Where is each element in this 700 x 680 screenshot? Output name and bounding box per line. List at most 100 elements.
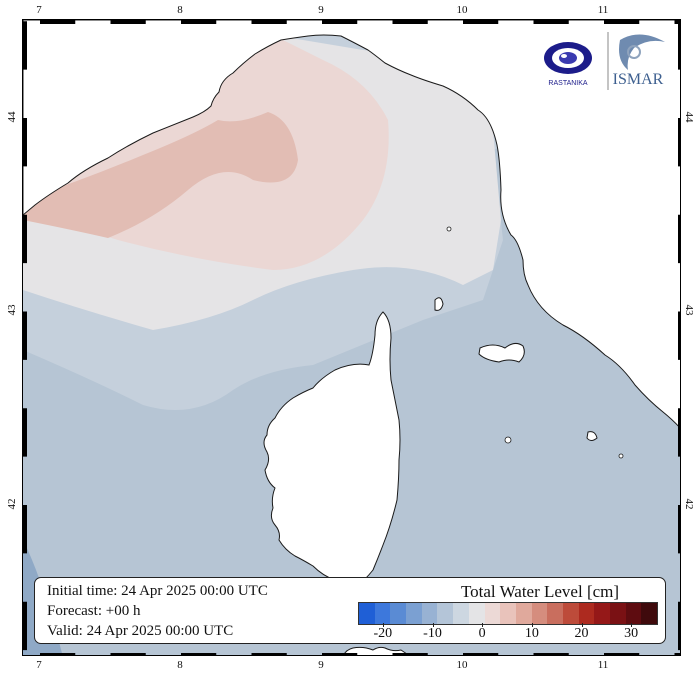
frame-checker-bottom: [40, 653, 76, 655]
rastanika-logo-text: RASTANIKA: [548, 80, 587, 87]
frame-checker-bottom: [392, 653, 428, 655]
island-montecristo: [504, 436, 512, 444]
frame-checker-top: [674, 20, 680, 24]
colorbar-swatch: [641, 603, 658, 624]
colorbar-tick-mark: [382, 623, 384, 627]
colorbar-tick-label: 0: [478, 626, 486, 641]
colorbar-swatch: [390, 603, 407, 624]
frame-checker-right: [678, 118, 680, 167]
frame-checker-left: [23, 118, 27, 167]
lat-tick-right-43: 43: [683, 304, 695, 316]
valid-time-text: Valid: 24 Apr 2025 00:00 UTC: [47, 623, 234, 639]
logo-group: RASTANIKA ISMAR: [530, 30, 670, 92]
colorbar-swatch: [625, 603, 642, 624]
colorbar-tick-label: 20: [574, 626, 589, 641]
frame-checker-left: [23, 21, 27, 70]
legend-title: Total Water Level [cm]: [460, 582, 620, 601]
land-corsica: [263, 311, 401, 587]
lat-tick-right-42: 42: [683, 498, 695, 510]
colorbar-swatch: [578, 603, 595, 624]
lat-tick-right-44: 44: [683, 111, 695, 123]
frame-checker-left: [23, 311, 27, 360]
frame-checker-bottom: [110, 653, 146, 655]
water-level-map[interactable]: [23, 20, 681, 656]
frame-checker-bottom: [181, 653, 217, 655]
lon-tick-bottom-11: 11: [597, 659, 609, 671]
colorbar-swatch: [594, 603, 610, 624]
lat-tick-left-43: 43: [6, 304, 18, 316]
island-elba: [478, 342, 525, 363]
lon-tick-top-10: 10: [456, 4, 468, 16]
frame-checker-top: [604, 20, 640, 24]
land-mainland: [23, 20, 680, 429]
frame-checker-bottom: [674, 653, 680, 655]
frame-checker-bottom: [463, 653, 499, 655]
frame-checker-right: [678, 601, 680, 651]
colorbar-swatch: [374, 603, 391, 624]
colorbar-tick-mark: [531, 623, 533, 627]
colorbar-swatch: [531, 603, 548, 624]
frame-checker-left: [23, 408, 27, 457]
colorbar-swatch: [453, 603, 469, 624]
colorbar-swatch: [484, 603, 501, 624]
lon-tick-top-11: 11: [597, 4, 609, 16]
frame-checker-top: [110, 20, 146, 24]
frame-checker-top: [463, 20, 499, 24]
island-capraia: [434, 297, 444, 311]
frame-checker-bottom: [322, 653, 358, 655]
lat-tick-left-42: 42: [6, 498, 18, 510]
colorbar-tick-label: -10: [423, 626, 442, 641]
lon-tick-bottom-8: 8: [177, 659, 183, 671]
frame-checker-right: [678, 505, 680, 554]
frame-checker-right: [678, 21, 680, 70]
sea-pink-core: [23, 112, 298, 238]
frame-checker-top: [181, 20, 217, 24]
colorbar-tick-mark: [482, 623, 484, 627]
land-sardinia: [343, 646, 410, 655]
colorbar-tick-mark: [581, 623, 583, 627]
info-panel: Initial time: 24 Apr 2025 00:00 UTC Fore…: [34, 577, 666, 644]
colorbar-swatch: [468, 603, 485, 624]
frame-checker-left: [23, 214, 27, 264]
island-giannutri: [618, 453, 624, 459]
frame-checker-top: [392, 20, 428, 24]
colorbar-tick-mark: [631, 623, 633, 627]
frame-checker-bottom: [533, 653, 569, 655]
frame-checker-bottom: [604, 653, 640, 655]
ismar-logo: ISMAR: [613, 34, 665, 88]
frame-checker-left: [23, 601, 27, 651]
colorbar-swatch: [359, 603, 375, 624]
colorbar-swatch: [500, 603, 516, 624]
island-giglio: [586, 431, 598, 441]
lon-tick-top-8: 8: [177, 4, 183, 16]
lat-tick-left-44: 44: [6, 111, 18, 123]
frame-checker-top: [251, 20, 287, 24]
colorbar-swatch: [406, 603, 422, 624]
frame-checker-top: [40, 20, 76, 24]
colorbar-swatch: [547, 603, 563, 624]
frame-checker-right: [678, 408, 680, 457]
lon-tick-bottom-7: 7: [36, 659, 42, 671]
lon-tick-top-7: 7: [36, 4, 42, 16]
colorbar-swatch: [562, 603, 579, 624]
colorbar-swatch: [515, 603, 532, 624]
island-gorgona: [446, 226, 452, 232]
rastanika-logo: RASTANIKA: [544, 42, 592, 87]
lon-tick-bottom-10: 10: [456, 659, 468, 671]
lon-tick-top-9: 9: [318, 4, 324, 16]
initial-time-text: Initial time: 24 Apr 2025 00:00 UTC: [47, 583, 268, 599]
map-frame[interactable]: [22, 19, 681, 656]
lon-tick-bottom-9: 9: [318, 659, 324, 671]
frame-checker-right: [678, 311, 680, 360]
colorbar-tick-label: -20: [373, 626, 393, 641]
forecast-text: Forecast: +00 h: [47, 603, 141, 619]
frame-checker-top: [533, 20, 569, 24]
colorbar-tick-label: 10: [524, 626, 539, 641]
colorbar-swatch: [610, 603, 626, 624]
colorbar-tick-mark: [432, 623, 434, 627]
colorbar: [358, 602, 658, 625]
frame-checker-left: [23, 505, 27, 554]
colorbar-swatch: [437, 603, 454, 624]
colorbar-tick-label: 30: [624, 626, 639, 641]
ismar-logo-text: ISMAR: [613, 71, 664, 88]
